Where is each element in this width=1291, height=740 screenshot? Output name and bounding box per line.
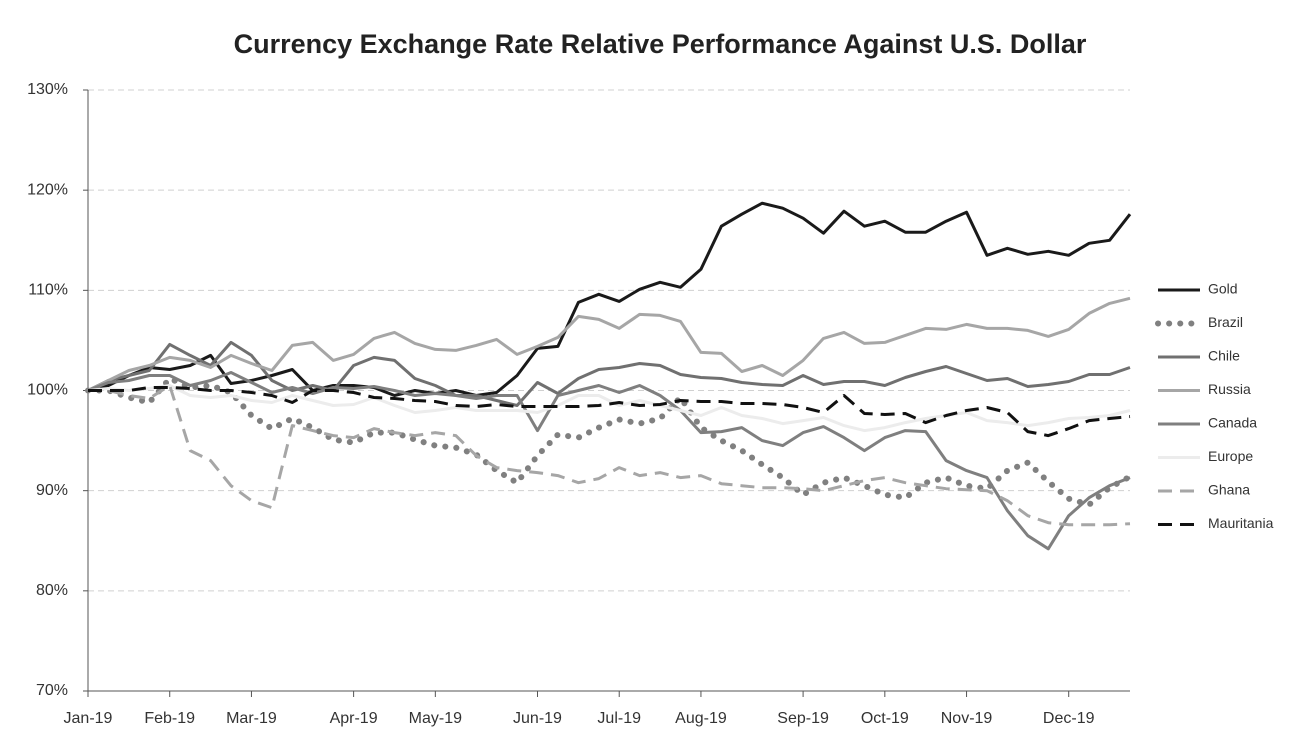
legend-label: Mauritania bbox=[1208, 515, 1274, 531]
series-line bbox=[85, 375, 1133, 508]
x-tick-label: Oct-19 bbox=[861, 710, 909, 727]
series-line bbox=[87, 296, 1131, 392]
legend-label: Russia bbox=[1208, 381, 1251, 397]
legend: Gold Brazil Chile Russia Canada Europe Ghana Ma… bbox=[1155, 281, 1274, 531]
y-tick-label: 90% bbox=[36, 482, 68, 499]
legend-label: Ghana bbox=[1208, 482, 1250, 498]
y-tick-label: 100% bbox=[27, 382, 68, 399]
grid: 70% 80% 90% 100% 110% 120% 130% Jan-19 Feb-19 Mar… bbox=[27, 81, 1130, 727]
series-line bbox=[88, 386, 1131, 438]
x-tick-label: Apr-19 bbox=[330, 710, 378, 727]
y-tick-label: 70% bbox=[36, 682, 68, 699]
y-tick-label: 130% bbox=[27, 81, 68, 98]
x-tick-label: Jan-19 bbox=[64, 710, 113, 727]
legend-label: Europe bbox=[1208, 448, 1253, 464]
series-line bbox=[87, 371, 1131, 551]
x-tick-label: Feb-19 bbox=[144, 710, 195, 727]
legend-label: Brazil bbox=[1208, 314, 1243, 330]
x-tick-label: Mar-19 bbox=[226, 710, 277, 727]
y-tick-label: 80% bbox=[36, 582, 68, 599]
x-tick-label: Jul-19 bbox=[597, 710, 641, 727]
y-tick-label: 110% bbox=[28, 282, 68, 299]
series-line bbox=[87, 201, 1132, 397]
x-tick-label: Dec-19 bbox=[1043, 710, 1095, 727]
legend-label: Gold bbox=[1208, 281, 1238, 297]
chart-title: Currency Exchange Rate Relative Performa… bbox=[234, 29, 1087, 59]
x-tick-label: Aug-19 bbox=[675, 710, 727, 727]
x-tick-label: Nov-19 bbox=[941, 710, 993, 727]
legend-label: Chile bbox=[1208, 348, 1240, 364]
y-tick-label: 120% bbox=[27, 181, 68, 198]
legend-label: Canada bbox=[1208, 415, 1257, 431]
x-tick-label: Jun-19 bbox=[513, 710, 562, 727]
lines bbox=[85, 201, 1133, 551]
x-tick-label: May-19 bbox=[409, 710, 462, 727]
x-tick-label: Sep-19 bbox=[777, 710, 829, 727]
series-line bbox=[88, 384, 1131, 527]
